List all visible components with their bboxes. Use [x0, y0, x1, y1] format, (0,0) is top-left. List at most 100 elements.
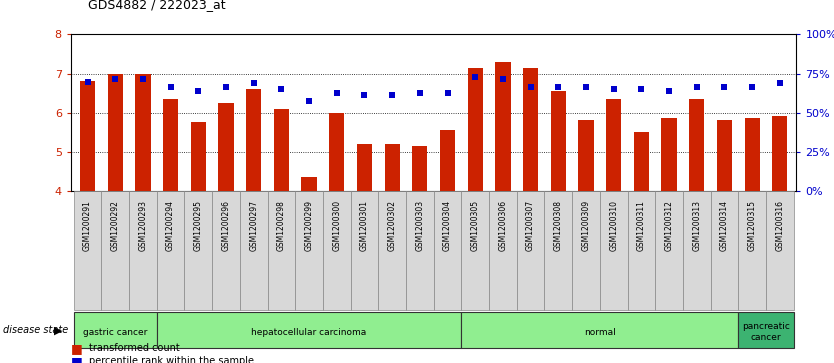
- Bar: [495, 62, 510, 191]
- Bar: [357, 144, 372, 191]
- Bar: [711, 191, 738, 310]
- Point: [385, 92, 399, 98]
- Point: [469, 74, 482, 80]
- Bar: [108, 74, 123, 191]
- Bar: [274, 109, 289, 191]
- Bar: [73, 312, 157, 348]
- Bar: [434, 191, 461, 310]
- Text: GSM1200299: GSM1200299: [304, 200, 314, 251]
- Bar: [689, 99, 705, 191]
- Text: GSM1200293: GSM1200293: [138, 200, 148, 251]
- Bar: [738, 312, 794, 348]
- Text: GSM1200296: GSM1200296: [222, 200, 230, 251]
- Point: [303, 98, 316, 104]
- Text: GSM1200294: GSM1200294: [166, 200, 175, 251]
- Bar: [517, 191, 545, 310]
- Bar: [246, 89, 261, 191]
- Bar: [191, 122, 206, 191]
- Bar: [572, 191, 600, 310]
- Bar: [102, 191, 129, 310]
- Point: [247, 80, 260, 86]
- Bar: [600, 191, 627, 310]
- Text: GSM1200315: GSM1200315: [747, 200, 756, 251]
- Bar: [772, 117, 787, 191]
- Bar: [461, 312, 738, 348]
- Text: ■: ■: [71, 355, 83, 363]
- Text: GSM1200309: GSM1200309: [581, 200, 590, 251]
- Bar: [301, 177, 317, 191]
- Text: transformed count: transformed count: [89, 343, 180, 354]
- Text: GSM1200301: GSM1200301: [360, 200, 369, 251]
- Point: [580, 84, 593, 90]
- Point: [81, 79, 94, 85]
- Bar: [379, 191, 406, 310]
- Text: GSM1200313: GSM1200313: [692, 200, 701, 251]
- Point: [192, 88, 205, 94]
- Text: GSM1200297: GSM1200297: [249, 200, 259, 251]
- Point: [524, 84, 537, 90]
- Text: GSM1200295: GSM1200295: [193, 200, 203, 251]
- Point: [358, 92, 371, 98]
- Point: [635, 86, 648, 92]
- Text: GSM1200304: GSM1200304: [443, 200, 452, 251]
- Bar: [135, 74, 150, 191]
- Bar: [219, 103, 234, 191]
- Text: GSM1200302: GSM1200302: [388, 200, 397, 251]
- Bar: [384, 144, 399, 191]
- Point: [551, 84, 565, 90]
- Text: GSM1200306: GSM1200306: [499, 200, 507, 251]
- Text: normal: normal: [584, 328, 615, 337]
- Bar: [268, 191, 295, 310]
- Bar: [766, 191, 794, 310]
- Point: [108, 77, 122, 82]
- Bar: [523, 68, 538, 191]
- Text: GSM1200314: GSM1200314: [720, 200, 729, 251]
- Text: ■: ■: [71, 342, 83, 355]
- Bar: [295, 191, 323, 310]
- Point: [219, 84, 233, 90]
- Point: [690, 84, 703, 90]
- Text: GSM1200298: GSM1200298: [277, 200, 286, 251]
- Bar: [440, 130, 455, 191]
- Text: GSM1200300: GSM1200300: [332, 200, 341, 251]
- Bar: [157, 191, 184, 310]
- Point: [164, 84, 178, 90]
- Bar: [184, 191, 212, 310]
- Bar: [406, 191, 434, 310]
- Point: [773, 80, 786, 86]
- Bar: [661, 118, 676, 191]
- Text: GSM1200291: GSM1200291: [83, 200, 92, 251]
- Point: [330, 90, 344, 96]
- Text: GDS4882 / 222023_at: GDS4882 / 222023_at: [88, 0, 225, 11]
- Bar: [163, 99, 178, 191]
- Text: hepatocellular carcinoma: hepatocellular carcinoma: [251, 328, 367, 337]
- Bar: [73, 191, 102, 310]
- Text: GSM1200316: GSM1200316: [776, 200, 784, 251]
- Bar: [212, 191, 240, 310]
- Point: [441, 90, 455, 96]
- Bar: [461, 191, 489, 310]
- Point: [496, 77, 510, 82]
- Text: ▶: ▶: [54, 325, 63, 335]
- Bar: [323, 191, 350, 310]
- Bar: [468, 68, 483, 191]
- Text: GSM1200305: GSM1200305: [470, 200, 480, 251]
- Point: [718, 84, 731, 90]
- Bar: [738, 191, 766, 310]
- Bar: [489, 191, 517, 310]
- Point: [136, 77, 149, 82]
- Bar: [129, 191, 157, 310]
- Point: [746, 84, 759, 90]
- Bar: [240, 191, 268, 310]
- Bar: [579, 121, 594, 191]
- Bar: [545, 191, 572, 310]
- Bar: [745, 118, 760, 191]
- Point: [607, 86, 620, 92]
- Bar: [606, 99, 621, 191]
- Text: percentile rank within the sample: percentile rank within the sample: [89, 356, 254, 363]
- Bar: [683, 191, 711, 310]
- Bar: [550, 91, 566, 191]
- Bar: [627, 191, 656, 310]
- Bar: [80, 81, 95, 191]
- Bar: [656, 191, 683, 310]
